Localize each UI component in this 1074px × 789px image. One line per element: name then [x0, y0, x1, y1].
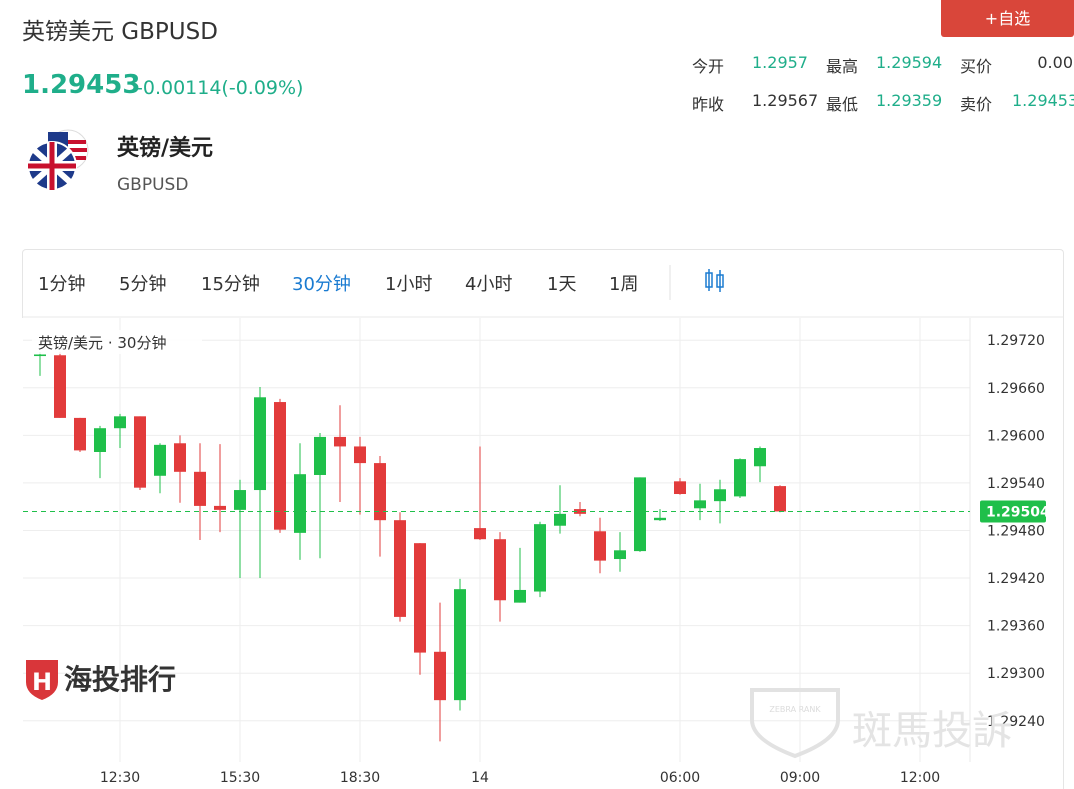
candle-body — [154, 444, 166, 476]
y-tick-label: 1.29300 — [987, 666, 1045, 682]
last-price-label: 1.29504 — [986, 504, 1050, 520]
stat-value: 0.00 — [1037, 53, 1073, 72]
y-tick-label: 1.29540 — [987, 476, 1045, 492]
candle-body — [534, 524, 546, 592]
stat-value: 1.29453 — [1012, 91, 1074, 110]
y-tick-label: 1.29420 — [987, 571, 1045, 587]
last-price-box — [980, 500, 1046, 523]
candle-body — [434, 651, 446, 701]
candle-body — [474, 528, 486, 540]
candle-body — [574, 509, 586, 514]
flag-icon — [27, 129, 89, 191]
candle-body — [614, 550, 626, 560]
change: -0.00114(-0.09%) — [136, 77, 304, 99]
instrument-code: GBPUSD — [117, 175, 189, 195]
watermark: 斑馬投訴 — [852, 708, 1012, 754]
candle-body — [674, 481, 686, 495]
y-tick-label: 1.29660 — [987, 381, 1045, 397]
y-tick-label: 1.29360 — [987, 619, 1045, 635]
candle-body — [514, 589, 526, 603]
candle-body — [354, 446, 366, 464]
instrument-name: 英镑/美元 — [117, 136, 214, 161]
stat-label: 最低 — [826, 95, 859, 114]
candle-body — [734, 459, 746, 497]
candle-body — [334, 436, 346, 447]
candle-body — [114, 416, 126, 429]
candle-body — [194, 471, 206, 506]
legend: 英镑/美元 · 30分钟 — [38, 334, 166, 352]
candle-body — [94, 428, 106, 452]
candle-body — [554, 513, 566, 526]
x-tick-label: 06:00 — [660, 770, 700, 786]
watermark-logo — [26, 660, 58, 700]
stat-label: 买价 — [960, 57, 993, 76]
stat-label: 今开 — [692, 57, 725, 76]
x-tick-label: 12:30 — [100, 770, 140, 786]
candle-body — [594, 531, 606, 561]
x-tick-label: 15:30 — [220, 770, 260, 786]
stat-value: 1.2957 — [752, 53, 808, 72]
candle-body — [174, 443, 186, 472]
x-tick-label: 12:00 — [900, 770, 940, 786]
x-tick-label: 14 — [471, 770, 489, 786]
candle-body — [654, 517, 666, 521]
candle-body — [34, 354, 46, 357]
tab[interactable]: 15分钟 — [201, 274, 260, 295]
y-tick-label: 1.29240 — [987, 714, 1045, 730]
tab[interactable]: 1小时 — [385, 274, 433, 295]
candle-body — [374, 463, 386, 521]
candle-body — [394, 520, 406, 617]
title: 英镑美元 GBPUSD — [22, 19, 218, 45]
stat-value: 1.29359 — [876, 91, 943, 110]
tab[interactable]: 4小时 — [465, 274, 513, 295]
candle-icon[interactable] — [704, 268, 726, 294]
price: 1.29453 — [22, 70, 141, 100]
left-clip — [0, 318, 23, 789]
candle-body — [274, 402, 286, 530]
candle-body — [234, 490, 246, 510]
stat-label: 卖价 — [960, 95, 993, 114]
legend-bg — [32, 330, 202, 354]
candle-body — [634, 477, 646, 552]
candle-body — [694, 500, 706, 509]
candle-body — [294, 474, 306, 533]
stat-value: 1.29594 — [876, 53, 943, 72]
candle-body — [314, 436, 326, 475]
watermark: 海投排行 — [64, 663, 176, 696]
y-tick-label: 1.29600 — [987, 428, 1045, 444]
watchlist-button[interactable]: +自选 — [941, 0, 1074, 37]
candle-body — [74, 417, 86, 451]
tab[interactable]: 1天 — [547, 274, 577, 295]
candle-body — [254, 397, 266, 491]
candle-body — [714, 489, 726, 502]
candle-body — [214, 505, 226, 510]
candle-body — [414, 543, 426, 653]
candle-body — [494, 539, 506, 601]
tab[interactable]: 5分钟 — [119, 274, 167, 295]
watermark-logo-h: H — [32, 668, 52, 696]
x-tick-label: 09:00 — [780, 770, 820, 786]
watermark-badge-text: ZEBRA RANK — [769, 705, 821, 714]
candle-body — [134, 416, 146, 488]
candle-body — [454, 589, 466, 701]
x-tick-label: 18:30 — [340, 770, 380, 786]
candle-body — [54, 355, 66, 418]
tab[interactable]: 30分钟 — [292, 274, 351, 295]
stat-value: 1.29567 — [752, 91, 819, 110]
y-tick-label: 1.29720 — [987, 333, 1045, 349]
watermark-badge — [750, 688, 840, 759]
stat-label: 最高 — [826, 57, 859, 76]
y-tick-label: 1.29480 — [987, 523, 1045, 539]
candle-body — [754, 448, 766, 467]
stat-label: 昨收 — [692, 95, 725, 114]
candle-body — [774, 486, 786, 512]
tab[interactable]: 1周 — [609, 274, 639, 295]
tab[interactable]: 1分钟 — [38, 274, 86, 295]
